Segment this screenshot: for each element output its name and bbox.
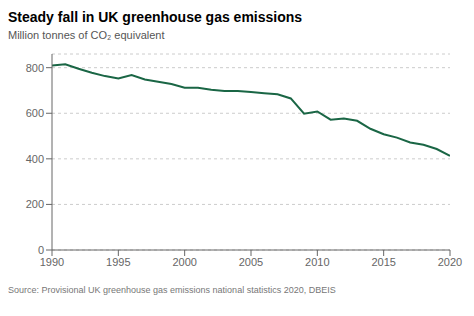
html-text:Million tonnes of CO₂ equivale: Million tonnes of CO₂ equivalent bbox=[8, 29, 165, 41]
svg-text:2020: 2020 bbox=[438, 256, 462, 268]
svg-text:2015: 2015 bbox=[371, 256, 395, 268]
html-text:Source: Provisional UK greenho: Source: Provisional UK greenhouse gas em… bbox=[8, 285, 336, 295]
svg-text:600: 600 bbox=[26, 107, 44, 119]
html-text:Steady fall in UK greenhouse g: Steady fall in UK greenhouse gas emissio… bbox=[8, 9, 303, 25]
svg-text:2010: 2010 bbox=[305, 256, 329, 268]
svg-text:2005: 2005 bbox=[239, 256, 263, 268]
svg-text:800: 800 bbox=[26, 62, 44, 74]
svg-text:1995: 1995 bbox=[106, 256, 130, 268]
svg-text:2000: 2000 bbox=[172, 256, 196, 268]
svg-text:200: 200 bbox=[26, 198, 44, 210]
svg-text:0: 0 bbox=[38, 244, 44, 256]
svg-text:1990: 1990 bbox=[40, 256, 64, 268]
svg-text:400: 400 bbox=[26, 153, 44, 165]
